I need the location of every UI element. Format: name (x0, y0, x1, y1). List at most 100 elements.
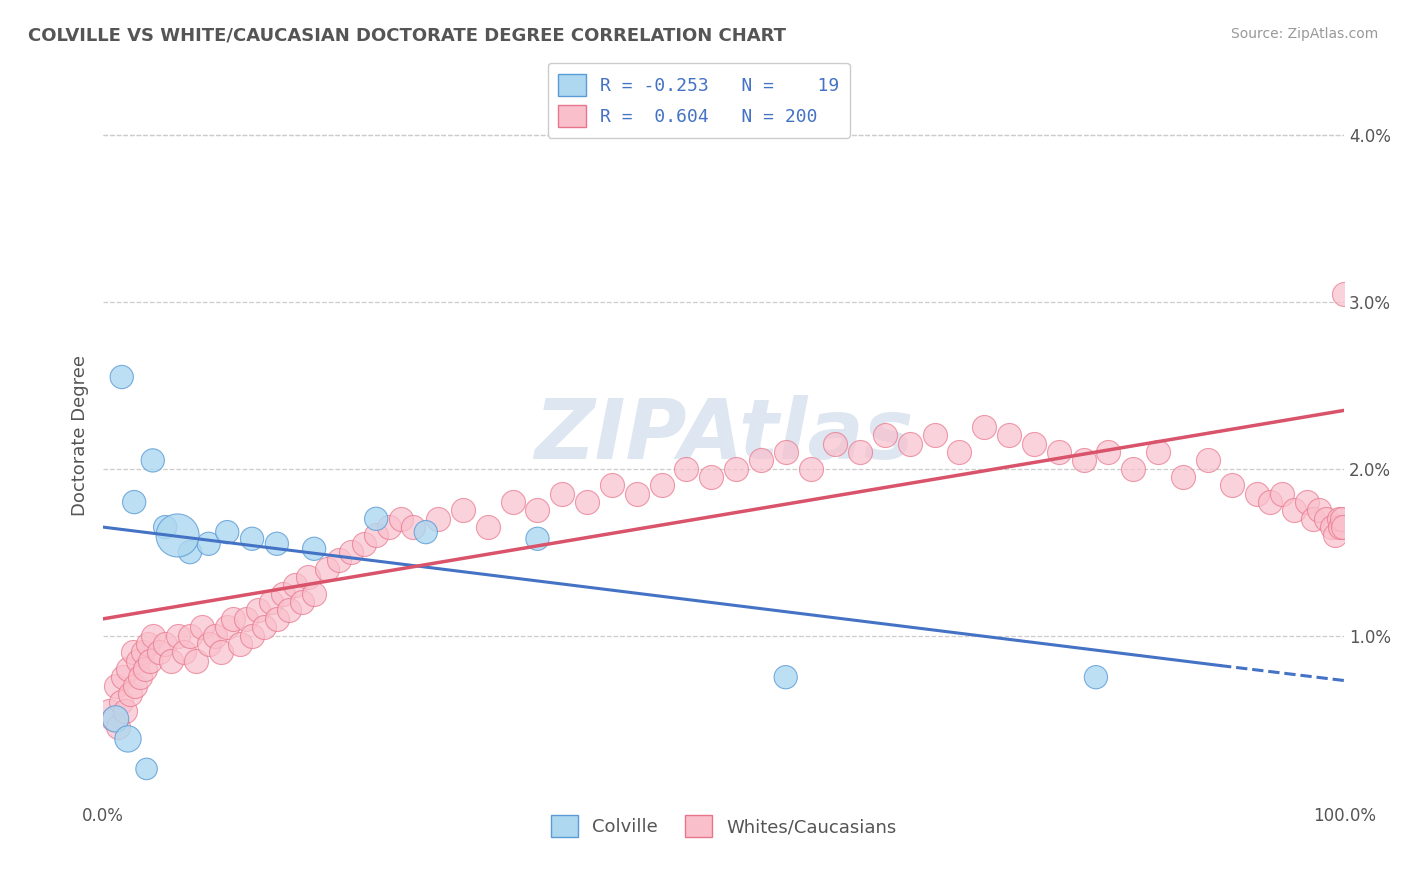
Point (266, 612, 288, 626)
Point (302, 587, 325, 601)
Point (415, 525, 437, 540)
Point (124, 679, 146, 693)
Point (166, 628, 188, 642)
Point (366, 512, 388, 526)
Point (129, 670, 152, 684)
Point (284, 578, 307, 592)
Point (142, 453, 165, 467)
Point (775, 670, 797, 684)
Point (600, 478, 623, 492)
Point (253, 620, 276, 634)
Point (551, 487, 574, 501)
Point (117, 662, 139, 676)
Point (340, 545, 363, 559)
Point (389, 512, 412, 526)
Point (278, 603, 301, 617)
Point (948, 445, 970, 459)
Point (824, 436, 846, 450)
Point (139, 653, 162, 667)
Point (328, 553, 350, 567)
Text: COLVILLE VS WHITE/CAUCASIAN DOCTORATE DEGREE CORRELATION CHART: COLVILLE VS WHITE/CAUCASIAN DOCTORATE DE… (28, 27, 786, 45)
Point (111, 670, 134, 684)
Point (266, 537, 288, 551)
Point (260, 595, 283, 609)
Point (749, 453, 772, 467)
Point (1296, 495, 1319, 509)
Point (1022, 436, 1045, 450)
Point (114, 704, 136, 718)
Point (1333, 286, 1355, 301)
Point (1320, 520, 1343, 534)
Point (179, 545, 201, 559)
Point (153, 637, 176, 651)
Point (107, 720, 129, 734)
Point (1073, 453, 1095, 467)
Point (973, 420, 995, 434)
Point (1097, 445, 1119, 459)
Legend: Colville, Whites/Caucasians: Colville, Whites/Caucasians (543, 808, 904, 845)
Point (626, 487, 648, 501)
Point (1302, 512, 1324, 526)
Point (526, 503, 548, 517)
Point (651, 478, 673, 492)
Point (240, 628, 263, 642)
Point (526, 532, 548, 546)
Point (675, 462, 697, 476)
Point (122, 495, 145, 509)
Point (134, 662, 156, 676)
Point (1246, 487, 1268, 501)
Point (366, 528, 388, 542)
Point (186, 653, 208, 667)
Point (271, 587, 294, 601)
Point (1147, 445, 1170, 459)
Point (775, 445, 797, 459)
Point (135, 762, 157, 776)
Point (402, 520, 425, 534)
Text: ZIPAtlas: ZIPAtlas (534, 395, 914, 476)
Point (576, 495, 599, 509)
Point (132, 645, 155, 659)
Point (1308, 503, 1330, 517)
Point (204, 628, 226, 642)
Point (1258, 495, 1281, 509)
Point (127, 653, 149, 667)
Point (451, 503, 474, 517)
Point (117, 731, 139, 746)
Point (160, 653, 183, 667)
Point (228, 637, 250, 651)
Point (197, 637, 219, 651)
Point (222, 612, 245, 626)
Point (1271, 487, 1294, 501)
Point (209, 645, 232, 659)
Point (1315, 512, 1337, 526)
Point (217, 525, 239, 540)
Point (1324, 528, 1347, 542)
Point (1330, 512, 1353, 526)
Point (240, 532, 263, 546)
Point (291, 595, 314, 609)
Point (998, 428, 1021, 442)
Point (849, 445, 872, 459)
Point (197, 537, 219, 551)
Point (136, 637, 159, 651)
Point (1329, 520, 1351, 534)
Point (873, 428, 896, 442)
Point (353, 537, 375, 551)
Point (122, 645, 145, 659)
Point (1327, 512, 1350, 526)
Point (700, 470, 723, 484)
Point (377, 520, 399, 534)
Point (924, 428, 946, 442)
Point (725, 462, 748, 476)
Text: Source: ZipAtlas.com: Source: ZipAtlas.com (1230, 27, 1378, 41)
Point (173, 645, 195, 659)
Point (110, 695, 132, 709)
Point (153, 520, 176, 534)
Point (111, 370, 134, 384)
Point (1331, 520, 1354, 534)
Point (302, 541, 325, 556)
Point (1122, 462, 1144, 476)
Point (217, 620, 239, 634)
Point (1084, 670, 1107, 684)
Point (477, 520, 499, 534)
